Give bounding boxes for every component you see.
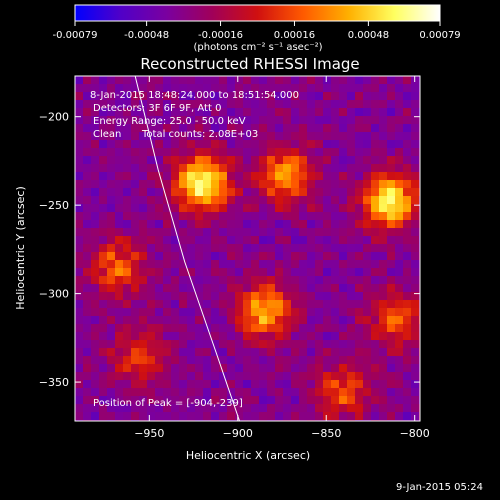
- x-axis: −950 −900 −850 −800: [134, 76, 430, 440]
- solar-limb-curve: [134, 76, 241, 421]
- x-tick-label: −850: [311, 427, 341, 440]
- detectors-annotation: Detectors: 3F 6F 9F, Att 0: [93, 103, 221, 114]
- colorbar-tick-label: -0.00079: [53, 30, 98, 41]
- peak-position-annotation: Position of Peak = [-904,-239]: [93, 398, 243, 409]
- plot-frame: [74, 75, 421, 422]
- y-tick-label: −350: [39, 376, 69, 389]
- x-axis-label: Heliocentric X (arcsec): [186, 449, 310, 462]
- chart-title: Reconstructed RHESSI Image: [140, 55, 359, 73]
- total-counts-annotation: Total counts: 2.08E+03: [141, 129, 258, 140]
- colorbar: -0.00079 -0.00048 -0.00016 0.00016 0.00048 0.…: [53, 4, 461, 53]
- method-annotation: Clean: [93, 129, 121, 140]
- time-range-annotation: 8-Jan-2015 18:48:24.000 to 18:51:54.000: [90, 90, 299, 101]
- y-tick-label: −200: [39, 111, 69, 124]
- footer-timestamp: 9-Jan-2015 05:24: [396, 482, 483, 493]
- x-tick-label: −950: [134, 427, 164, 440]
- y-tick-label: −300: [39, 288, 69, 301]
- y-tick-label: −250: [39, 199, 69, 212]
- x-tick-label: −900: [223, 427, 253, 440]
- colorbar-gradient: [74, 4, 441, 22]
- y-axis: −200 −250 −300 −350: [39, 111, 420, 389]
- colorbar-tick-label: -0.00016: [198, 30, 243, 41]
- colorbar-tick-label: 0.00079: [419, 30, 460, 41]
- colorbar-tick-label: -0.00048: [124, 30, 169, 41]
- colorbar-tick-label: 0.00048: [348, 30, 389, 41]
- rhessi-image-plot: Reconstructed RHESSI Image −950 −900 −850−…: [14, 55, 483, 493]
- x-tick-label: −800: [400, 427, 430, 440]
- colorbar-tick-label: 0.00016: [274, 30, 315, 41]
- energy-annotation: Energy Range: 25.0 - 50.0 keV: [93, 116, 246, 127]
- colorbar-units: (photons cm⁻² s⁻¹ asec⁻²): [193, 42, 322, 53]
- y-axis-label: Heliocentric Y (arcsec): [14, 186, 27, 310]
